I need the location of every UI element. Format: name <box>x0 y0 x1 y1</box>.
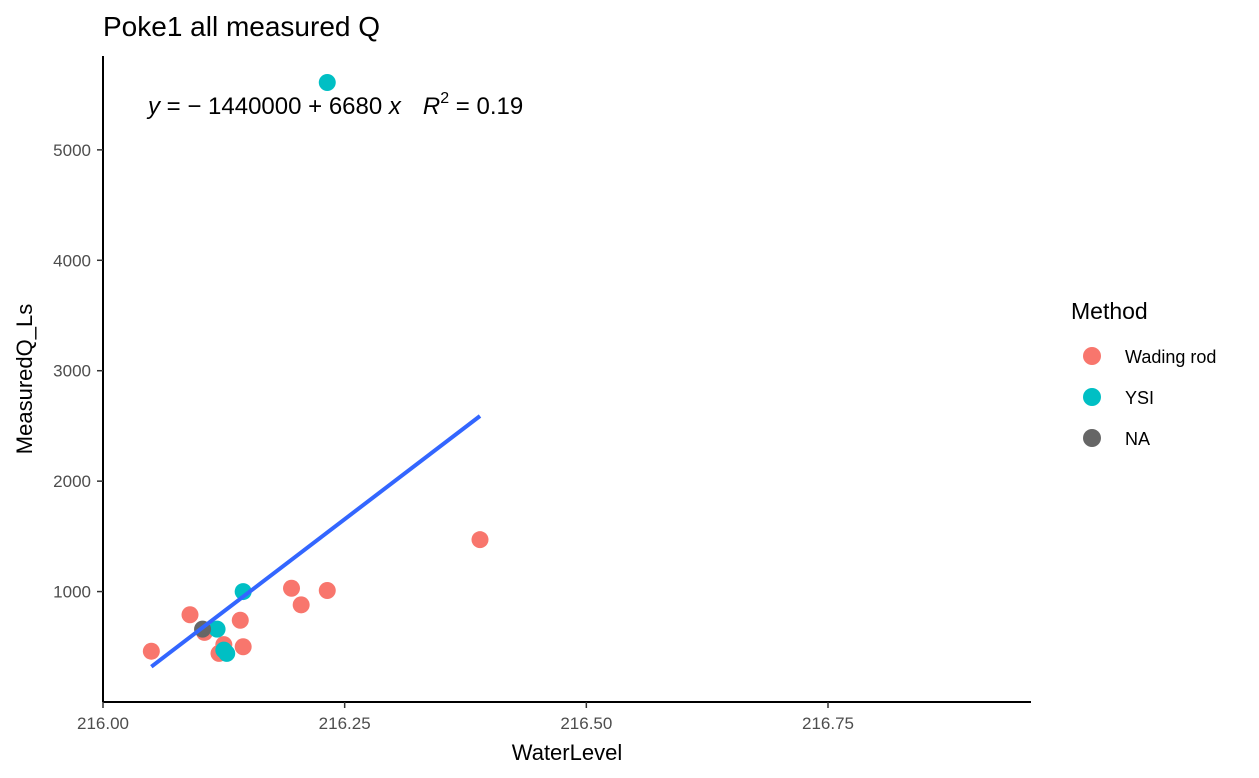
regression-equation: y = − 1440000 + 6680 x R2 = 0.19 <box>146 90 523 120</box>
y-tick-label: 1000 <box>53 583 91 602</box>
data-point <box>318 74 336 92</box>
y-tick-label: 4000 <box>53 251 91 270</box>
x-tick-label: 216.50 <box>560 714 612 733</box>
legend-key <box>1083 347 1101 365</box>
data-point <box>292 596 310 614</box>
eq-y-symbol: y <box>146 93 162 120</box>
eq-r-symbol: R <box>423 93 440 120</box>
y-ticks: 1000 2000 3000 4000 5000 <box>53 141 103 602</box>
eq-body: = − 1440000 + 6680 <box>160 93 389 120</box>
plot-area <box>142 74 489 669</box>
regression-line <box>150 414 482 669</box>
data-point <box>231 611 249 629</box>
y-axis-title: MeasuredQ_Ls <box>12 304 37 454</box>
legend-label: Wading rod <box>1125 347 1216 367</box>
x-tick-label: 216.75 <box>802 714 854 733</box>
x-tick-label: 216.25 <box>319 714 371 733</box>
x-tick-label: 216.00 <box>77 714 129 733</box>
legend-label: YSI <box>1125 388 1154 408</box>
x-ticks: 216.00 216.25 216.50 216.75 <box>77 702 854 733</box>
data-point <box>234 638 252 656</box>
eq-r-value: = 0.19 <box>449 93 523 120</box>
eq-x-symbol: x <box>388 93 402 120</box>
legend: Method Wading rod YSI NA <box>1071 298 1216 449</box>
legend-key <box>1083 388 1101 406</box>
data-point <box>318 581 336 599</box>
data-point <box>142 642 160 660</box>
legend-key <box>1083 429 1101 447</box>
chart-title: Poke1 all measured Q <box>103 11 380 42</box>
data-point <box>471 531 489 549</box>
data-point <box>208 620 226 638</box>
data-point <box>218 644 236 662</box>
data-point <box>283 579 300 597</box>
y-tick-label: 3000 <box>53 362 91 381</box>
legend-label: NA <box>1125 429 1150 449</box>
y-tick-label: 5000 <box>53 141 91 160</box>
eq-r-superscript: 2 <box>440 90 449 107</box>
legend-title: Method <box>1071 298 1148 324</box>
y-tick-label: 2000 <box>53 472 91 491</box>
data-point <box>181 606 199 624</box>
x-axis-title: WaterLevel <box>512 740 622 765</box>
